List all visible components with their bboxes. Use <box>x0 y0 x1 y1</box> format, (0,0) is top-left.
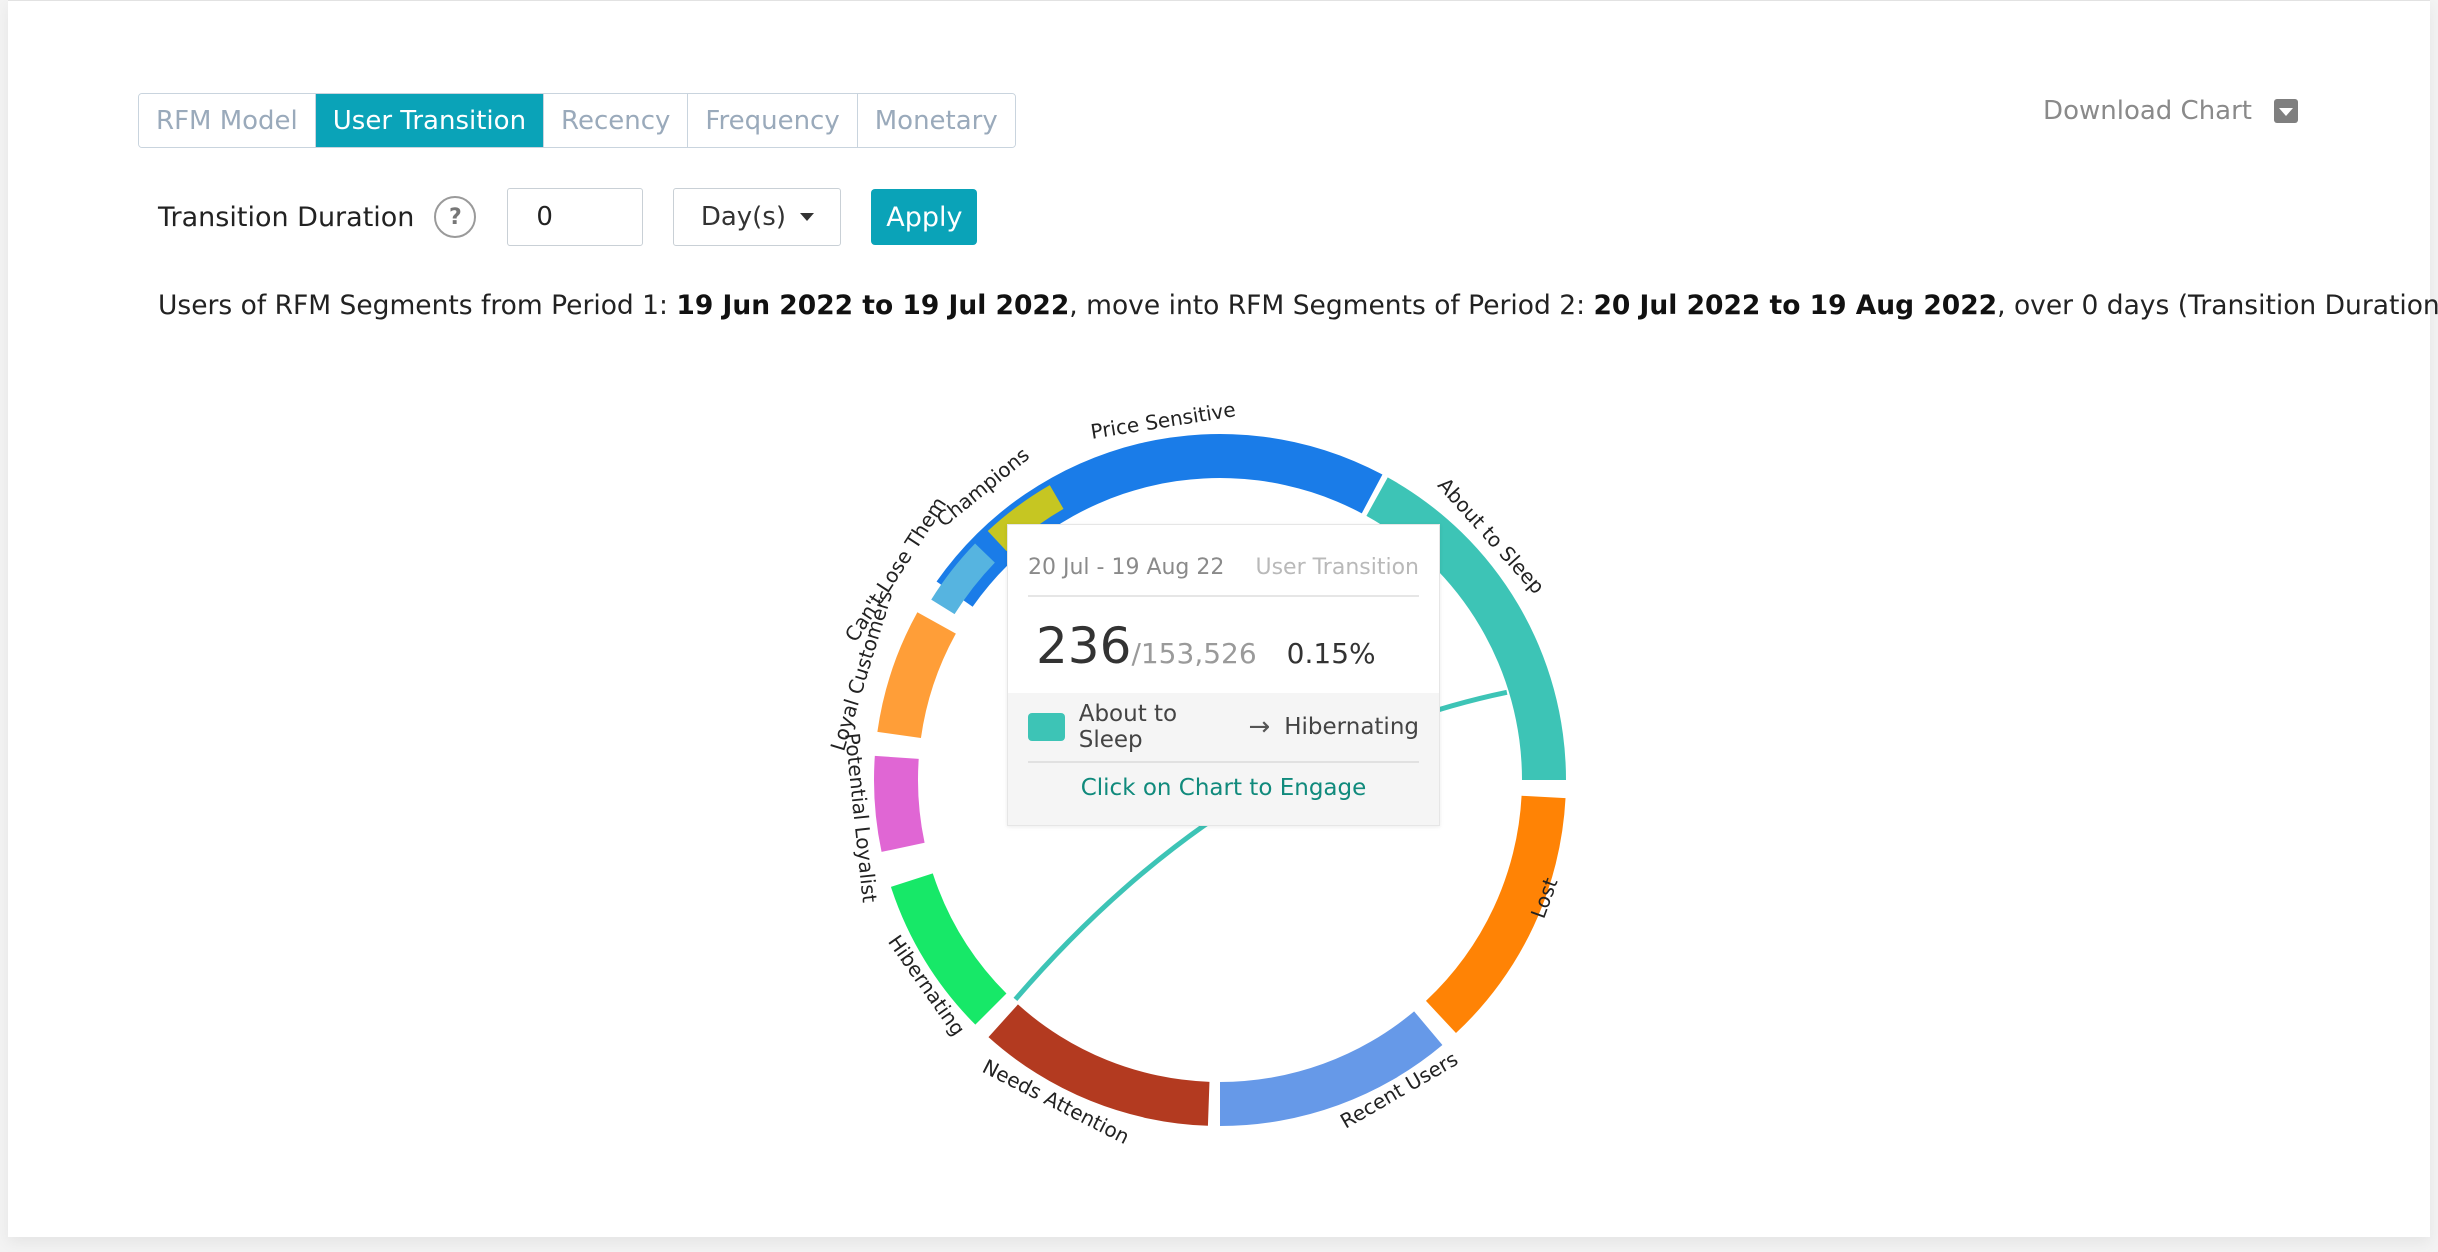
tab-monetary[interactable]: Monetary <box>857 94 1015 147</box>
tooltip-kind: User Transition <box>1255 554 1419 580</box>
tooltip-footer: About to Sleep → Hibernating Click on Ch… <box>1008 693 1439 825</box>
segment-arc-can-t-lose-them[interactable] <box>931 543 995 615</box>
tooltip-header: 20 Jul - 19 Aug 22 User Transition <box>1028 539 1419 597</box>
tooltip-total: /153,526 <box>1131 637 1257 670</box>
download-dropdown-icon[interactable] <box>2274 99 2298 123</box>
tooltip-numbers: 236 /153,526 0.15% <box>1036 617 1376 675</box>
summary-prefix: Users of RFM Segments from Period 1: <box>158 290 677 321</box>
segment-arc-price-sensitive[interactable] <box>936 434 1383 607</box>
segment-arc-loyal-customers[interactable] <box>877 612 956 738</box>
transition-tooltip: 20 Jul - 19 Aug 22 User Transition 236 /… <box>1007 524 1440 826</box>
apply-button[interactable]: Apply <box>871 189 978 245</box>
flow-from: About to Sleep <box>1078 701 1178 753</box>
tab-rfm-model[interactable]: RFM Model <box>139 94 316 147</box>
summary-period1: 19 Jun 2022 to 19 Jul 2022 <box>676 290 1070 321</box>
flow-color-swatch <box>1028 713 1065 741</box>
segment-arc-lost[interactable] <box>1425 795 1566 1034</box>
tab-frequency[interactable]: Frequency <box>688 94 858 147</box>
period-summary: Users of RFM Segments from Period 1: 19 … <box>158 290 2438 321</box>
duration-input[interactable] <box>507 188 644 246</box>
transition-controls: Transition Duration ? Day(s) Apply <box>158 188 978 246</box>
tab-recency[interactable]: Recency <box>544 94 689 147</box>
chevron-down-icon <box>800 213 815 221</box>
summary-period2: 20 Jul 2022 to 19 Aug 2022 <box>1593 290 1998 321</box>
tooltip-date-range: 20 Jul - 19 Aug 22 <box>1028 554 1225 580</box>
segment-arc-hibernating[interactable] <box>890 873 1007 1025</box>
segment-arc-potential-loyalist[interactable] <box>874 755 925 852</box>
tooltip-percent: 0.15% <box>1286 637 1376 670</box>
tab-user-transition[interactable]: User Transition <box>315 94 545 147</box>
help-icon[interactable]: ? <box>434 196 477 238</box>
duration-unit-select[interactable]: Day(s) <box>673 188 842 246</box>
summary-suffix: , over 0 days (Transition Duration). <box>1997 290 2438 321</box>
segment-arc-champions[interactable] <box>987 485 1064 552</box>
duration-unit-value: Day(s) <box>700 202 787 232</box>
view-tabs: RFM Model User Transition Recency Freque… <box>138 93 1016 148</box>
engage-link[interactable]: Click on Chart to Engage <box>1080 775 1367 801</box>
summary-middle: , move into RFM Segments of Period 2: <box>1069 290 1594 321</box>
transition-duration-label: Transition Duration <box>158 201 415 233</box>
download-chart-button[interactable]: Download Chart <box>2043 96 2298 126</box>
tooltip-count: 236 <box>1036 617 1132 675</box>
arrow-right-icon: → <box>1248 712 1271 742</box>
segment-arc-about-to-sleep[interactable] <box>1366 477 1566 780</box>
segment-arc-recent-users[interactable] <box>1220 1011 1443 1126</box>
flow-to: Hibernating <box>1284 714 1419 740</box>
tooltip-flow: About to Sleep → Hibernating <box>1028 693 1419 763</box>
segment-arc-needs-attention[interactable] <box>988 1004 1210 1126</box>
download-chart-label: Download Chart <box>2043 96 2252 126</box>
